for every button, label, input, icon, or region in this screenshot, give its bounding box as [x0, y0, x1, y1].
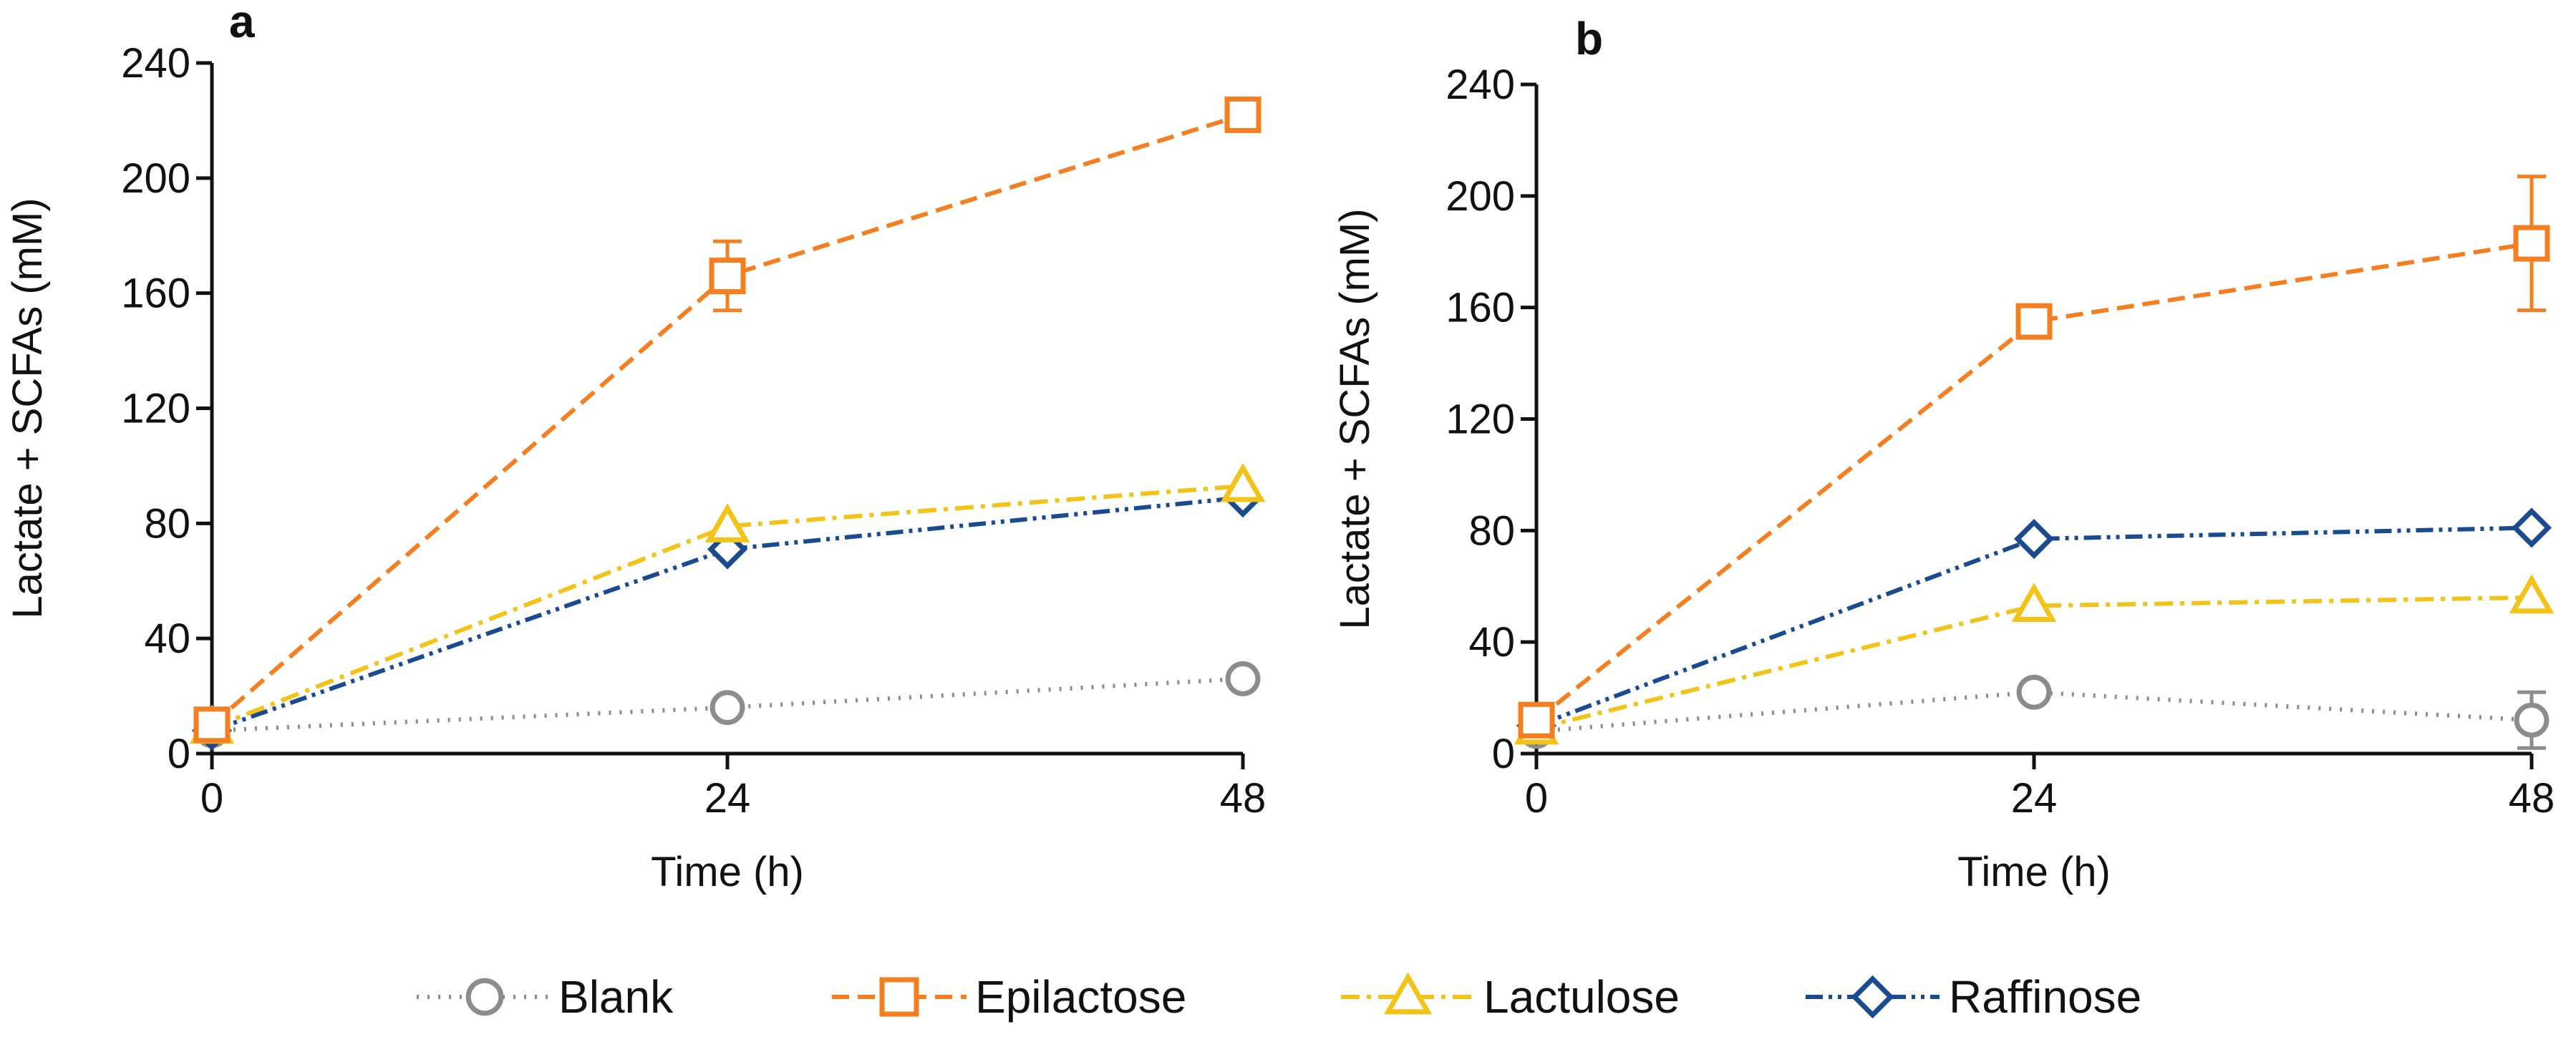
y-tick-label: 80 — [1468, 507, 1515, 554]
series-line-epilactose — [1535, 241, 2532, 722]
x-tick-label: 0 — [1525, 775, 1548, 822]
data-point-epilactose — [2513, 225, 2550, 262]
data-point-blank — [1225, 661, 1261, 696]
legend-marker — [879, 977, 919, 1017]
legend-marker — [1383, 972, 1433, 1015]
data-point-raffinose — [2013, 518, 2055, 560]
data-point-lactulose — [704, 502, 750, 542]
series-epilactose — [193, 96, 1262, 744]
y-tick-label: 120 — [121, 386, 190, 432]
data-point-epilactose — [1518, 701, 1555, 739]
panel-letter: b — [1575, 13, 1603, 64]
legend-label: Lactulose — [1483, 971, 1680, 1023]
y-tick-label: 160 — [1446, 285, 1515, 331]
data-point-lactulose — [2011, 583, 2057, 622]
data-point-lactulose — [2509, 574, 2555, 614]
y-tick-label: 200 — [121, 155, 190, 202]
data-point-blank — [710, 690, 745, 726]
x-axis-title: Time (h) — [1957, 849, 2111, 895]
y-tick-label: 120 — [1446, 396, 1515, 443]
y-tick-label: 240 — [1446, 62, 1515, 108]
x-tick-label: 48 — [2509, 775, 2555, 822]
series-blank — [194, 661, 1261, 749]
x-tick-label: 48 — [1220, 775, 1267, 822]
series-line-epilactose — [210, 112, 1244, 727]
series-epilactose — [1518, 175, 2550, 739]
y-axis-title: Lactate + SCFAs (mM) — [1332, 208, 1378, 629]
y-tick-label: 40 — [1468, 619, 1515, 666]
y-tick-label: 200 — [1446, 173, 1515, 220]
x-tick-label: 24 — [704, 775, 751, 822]
legend-item-lactulose: Lactulose — [1341, 971, 1680, 1023]
legend-marker — [1851, 975, 1894, 1019]
panel-b-chart: 0 40 80 120 160 200 240 0 24 48 Time (h) Lactate + … — [1332, 13, 2555, 895]
panel-a-chart: 0 40 80 120 160 200 240 0 24 48 Time (h) Lactate + … — [4, 0, 1266, 895]
legend-marker — [465, 978, 504, 1016]
data-point-lactulose — [1220, 462, 1266, 502]
legend: Blank Epilactose Lactulose Raffinose — [417, 971, 2141, 1023]
panel-letter: a — [229, 0, 255, 47]
y-tick-label: 240 — [121, 40, 190, 87]
data-point-blank — [2016, 674, 2052, 710]
data-point-epilactose — [193, 706, 231, 744]
data-point-epilactose — [1224, 96, 1262, 133]
x-tick-label: 24 — [2011, 775, 2058, 822]
data-point-blank — [2514, 702, 2550, 738]
series-line-lactulose — [210, 484, 1244, 730]
y-tick-label: 160 — [121, 271, 190, 317]
x-axis-title: Time (h) — [651, 849, 804, 895]
y-tick-label: 40 — [144, 615, 190, 662]
series-blank — [1519, 674, 2550, 750]
legend-label: Epilactose — [975, 971, 1186, 1023]
legend-item-blank: Blank — [417, 971, 674, 1023]
legend-label: Raffinose — [1949, 971, 2141, 1023]
data-point-epilactose — [709, 258, 746, 295]
legend-item-epilactose: Epilactose — [832, 971, 1186, 1023]
y-tick-label: 0 — [168, 731, 190, 777]
data-point-epilactose — [2015, 303, 2053, 340]
x-tick-label: 0 — [200, 775, 223, 822]
legend-label: Blank — [558, 971, 674, 1023]
legend-item-raffinose: Raffinose — [1806, 971, 2141, 1023]
data-point-raffinose — [2511, 507, 2552, 548]
y-tick-label: 0 — [1492, 731, 1515, 777]
series-lactulose — [1514, 574, 2555, 745]
y-tick-label: 80 — [144, 500, 190, 547]
y-axis-title: Lactate + SCFAs (mM) — [4, 198, 51, 618]
